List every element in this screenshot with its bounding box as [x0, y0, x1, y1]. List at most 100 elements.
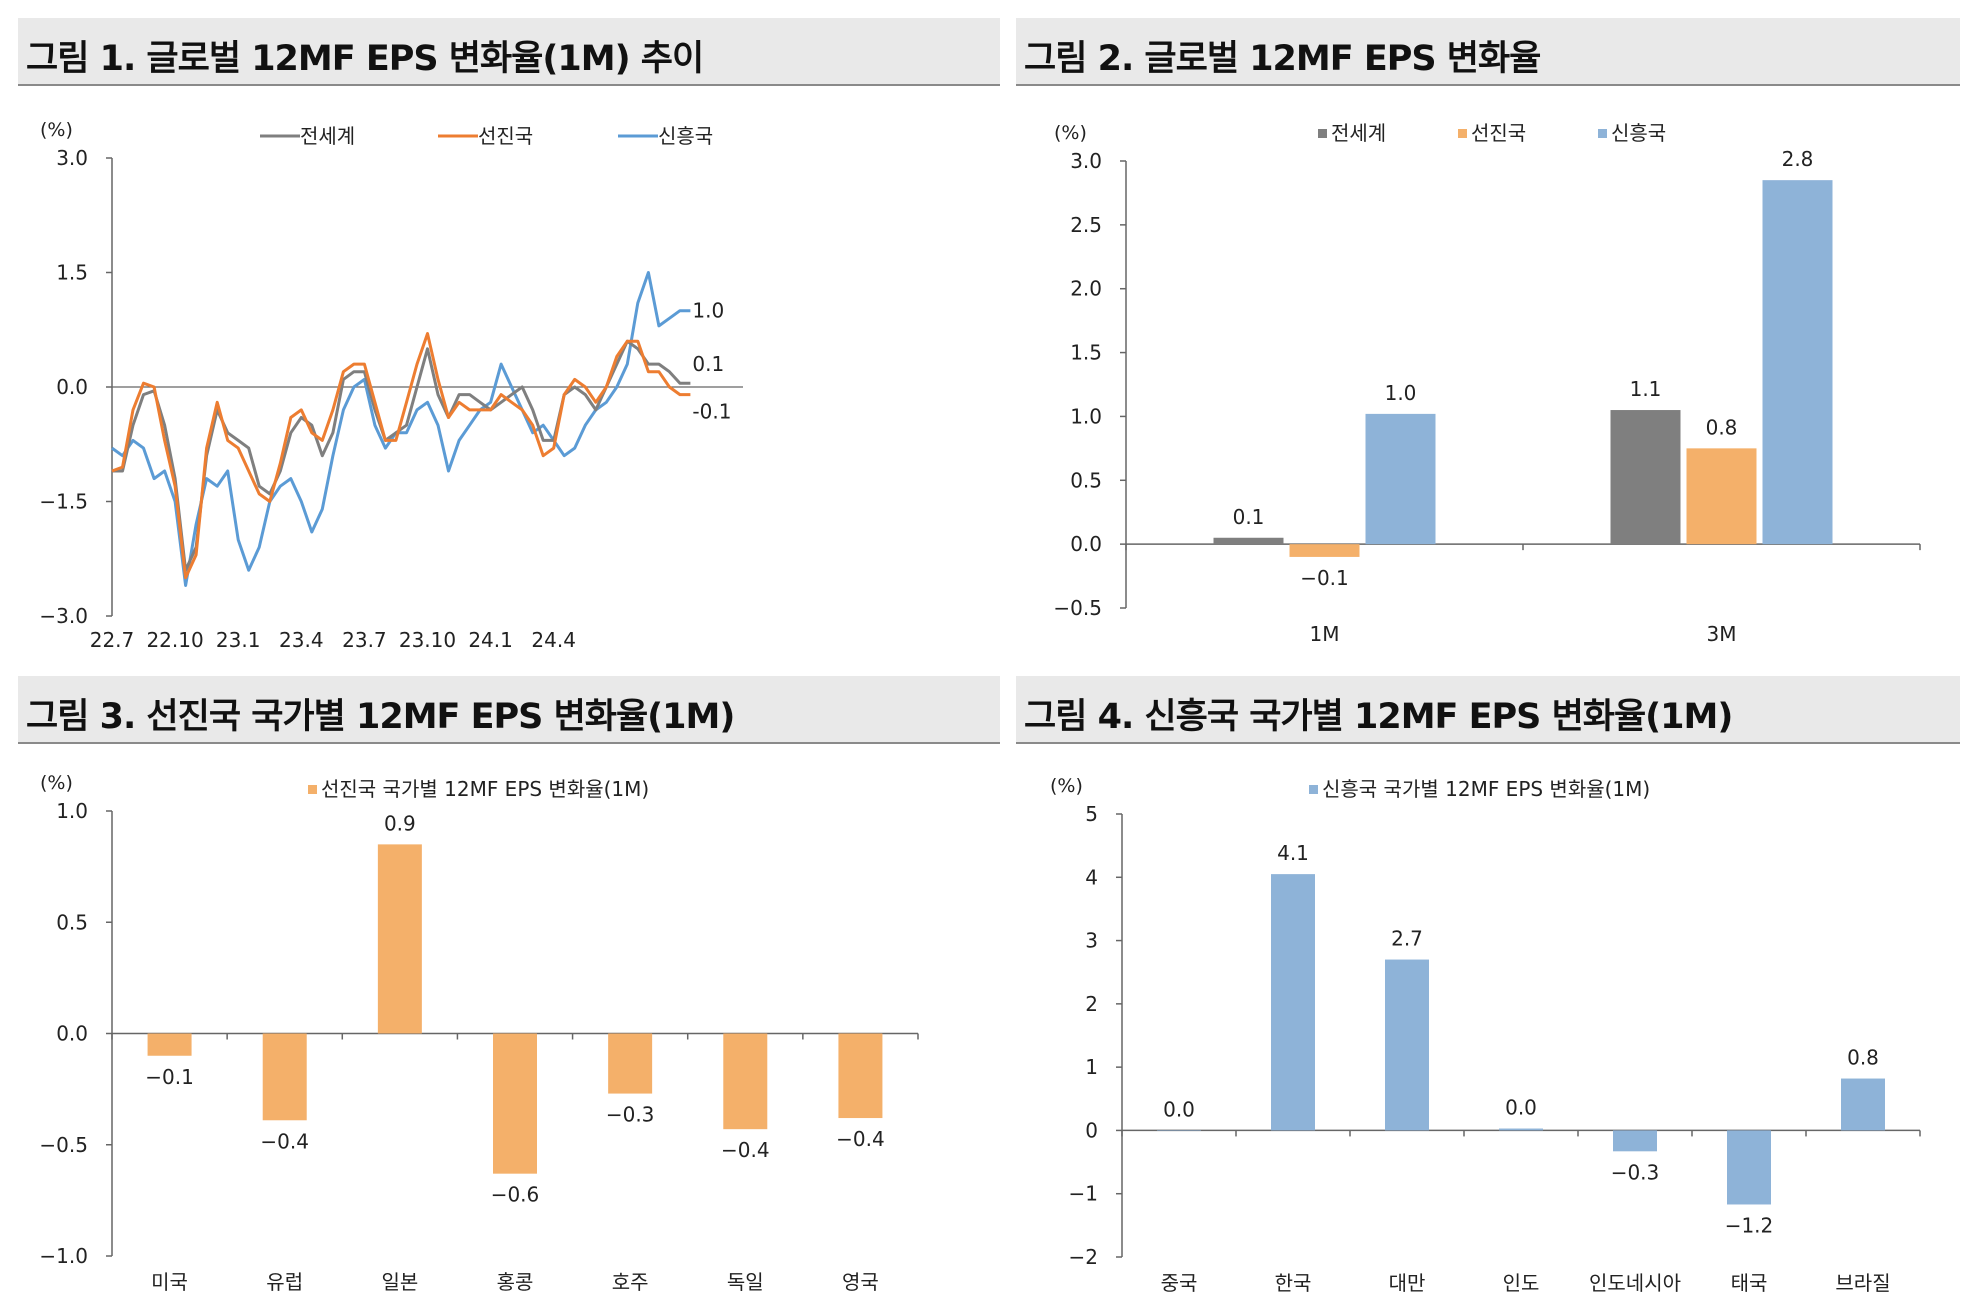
x-category-label: 미국	[151, 1270, 188, 1294]
bar	[1271, 874, 1315, 1131]
bar	[262, 1033, 307, 1121]
bar-value-label: 0.0	[1163, 1097, 1195, 1121]
x-category-label: 유럽	[266, 1270, 303, 1294]
panel-4-header: 그림 4. 신흥국 국가별 12MF EPS 변화율(1M)	[1016, 676, 1960, 744]
bar	[147, 1033, 192, 1056]
bar-value-label: −0.3	[606, 1103, 655, 1127]
x-tick-label: 23.1	[216, 628, 261, 652]
bar	[377, 844, 422, 1034]
eps-change-summary-chart: 3.0 2.5 2.0 1.5 1.0 0.5 0.0 −0.5 (%) 1M 0.1 −0.1 1.0…	[1053, 121, 1921, 646]
series-end-label: 0.1	[692, 352, 724, 376]
y-tick-label: 1.0	[1070, 404, 1102, 428]
legend-label: 선진국 국가별 12MF EPS 변화율(1M)	[321, 777, 649, 801]
y-tick-label: 0.0	[56, 1022, 88, 1046]
x-category-label: 홍콩	[497, 1270, 534, 1294]
bar-value-label: −0.4	[836, 1127, 885, 1151]
y-tick-label: −0.5	[39, 1133, 88, 1157]
developed-country-chart: 1.0 0.5 0.0 −0.5 −1.0 (%) 미국 −0.1 유럽 −0.4 일본 0.9 홍콩 −…	[39, 772, 919, 1294]
x-tick-label: 23.4	[279, 628, 324, 652]
y-tick-label: 3	[1085, 929, 1098, 953]
legend-label: 선진국	[478, 124, 533, 148]
legend-label: 신흥국	[1611, 121, 1666, 145]
y-tick-label: −1	[1069, 1182, 1098, 1206]
x-category-label: 독일	[727, 1270, 764, 1294]
legend-label: 선진국	[1471, 121, 1526, 145]
bar	[1385, 959, 1429, 1131]
panel-4-title: 그림 4. 신흥국 국가별 12MF EPS 변화율(1M)	[1024, 697, 1733, 737]
x-category-label: 인도네시아	[1589, 1271, 1681, 1295]
bar	[1841, 1078, 1885, 1131]
bar-value-label: −1.2	[1725, 1213, 1774, 1237]
x-category-label: 한국	[1275, 1271, 1312, 1295]
y-tick-label: 3.0	[1070, 149, 1102, 173]
legend-swatch	[308, 785, 317, 794]
y-tick-label: 1.5	[56, 261, 88, 285]
y-tick-label: −1.5	[39, 490, 88, 514]
panel-2-title: 그림 2. 글로벌 12MF EPS 변화율	[1024, 39, 1541, 79]
bar-value-label: 1.1	[1630, 377, 1662, 401]
bar-value-label: −0.1	[145, 1065, 194, 1089]
bar	[1157, 1130, 1201, 1131]
series-line-0	[112, 339, 691, 572]
bar-value-label: −0.3	[1611, 1160, 1660, 1184]
bar	[1762, 180, 1833, 545]
bar	[1213, 537, 1284, 545]
y-tick-label: 1.0	[56, 799, 88, 823]
bar-value-label: 0.8	[1847, 1046, 1879, 1070]
y-tick-label: 1.5	[1070, 341, 1102, 365]
y-tick-label: −2	[1069, 1245, 1098, 1269]
bar-value-label: −0.4	[721, 1138, 770, 1162]
y-axis-unit: (%)	[40, 119, 73, 141]
x-tick-label: 24.1	[468, 628, 513, 652]
x-category-label: 일본	[381, 1270, 418, 1294]
bar-value-label: −0.1	[1300, 566, 1349, 590]
legend-swatch	[1598, 129, 1607, 138]
bar-value-label: 2.7	[1391, 927, 1423, 951]
bar-value-label: −0.4	[260, 1129, 309, 1153]
x-tick-label: 22.10	[146, 628, 203, 652]
bar-value-label: 0.0	[1505, 1096, 1537, 1120]
panel-3-title: 그림 3. 선진국 국가별 12MF EPS 변화율(1M)	[26, 697, 735, 737]
bar	[1610, 410, 1681, 545]
legend-label: 신흥국	[658, 124, 713, 148]
x-tick-label: 23.7	[342, 628, 387, 652]
legend-label: 신흥국 국가별 12MF EPS 변화율(1M)	[1322, 777, 1650, 801]
panel-1-header: 그림 1. 글로벌 12MF EPS 변화율(1M) 추이	[18, 18, 1000, 86]
x-category-label: 3M	[1707, 622, 1737, 646]
panel-3: 그림 3. 선진국 국가별 12MF EPS 변화율(1M) 1.0 0.5 0.0…	[18, 676, 1000, 1306]
bar	[1365, 413, 1436, 545]
bar-value-label: 0.1	[1233, 505, 1265, 529]
y-axis-unit: (%)	[40, 772, 73, 794]
x-category-label: 1M	[1310, 622, 1340, 646]
bar	[838, 1033, 883, 1119]
y-tick-label: −3.0	[39, 604, 88, 628]
eps-change-trend-chart: 3.0 1.5 0.0 −1.5 −3.0 (%) 22.7 22.10 23.1 23.4 23.…	[39, 119, 743, 652]
x-tick-label: 22.7	[90, 628, 135, 652]
bar	[1613, 1130, 1657, 1152]
panel-1-title: 그림 1. 글로벌 12MF EPS 변화율(1M) 추이	[26, 39, 704, 79]
x-category-label: 인도	[1503, 1271, 1540, 1295]
legend-swatch	[1458, 129, 1467, 138]
bar-value-label: 4.1	[1277, 841, 1309, 865]
x-tick-label: 24.4	[531, 628, 576, 652]
bar	[1499, 1128, 1543, 1131]
legend-swatch	[1318, 129, 1327, 138]
x-tick-label: 23.10	[399, 628, 456, 652]
y-tick-label: 5	[1085, 802, 1098, 826]
bar	[723, 1033, 768, 1130]
x-category-label: 브라질	[1835, 1271, 1890, 1295]
bar-value-label: 0.9	[384, 811, 416, 835]
series-end-label: -0.1	[692, 400, 731, 424]
series-end-label: 1.0	[692, 299, 724, 323]
y-axis-unit: (%)	[1050, 775, 1083, 797]
y-tick-label: 3.0	[56, 146, 88, 170]
legend-swatch	[1309, 785, 1318, 794]
y-tick-label: 2	[1085, 992, 1098, 1016]
panel-2-header: 그림 2. 글로벌 12MF EPS 변화율	[1016, 18, 1960, 86]
y-tick-label: 0.5	[1070, 468, 1102, 492]
legend-label: 전세계	[300, 124, 355, 148]
bar	[1289, 544, 1360, 557]
panel-2: 그림 2. 글로벌 12MF EPS 변화율 3.0 2.5 2.0 1.5 1.0 0.…	[1016, 18, 1960, 658]
y-tick-label: 0.0	[1070, 532, 1102, 556]
emerging-country-chart: 5 4 3 2 1 0 −1 −2 (%) 중국 0.0 한국 4.1 대만 2.7 인도 0.0 인도네시아 −0…	[1050, 775, 1921, 1295]
